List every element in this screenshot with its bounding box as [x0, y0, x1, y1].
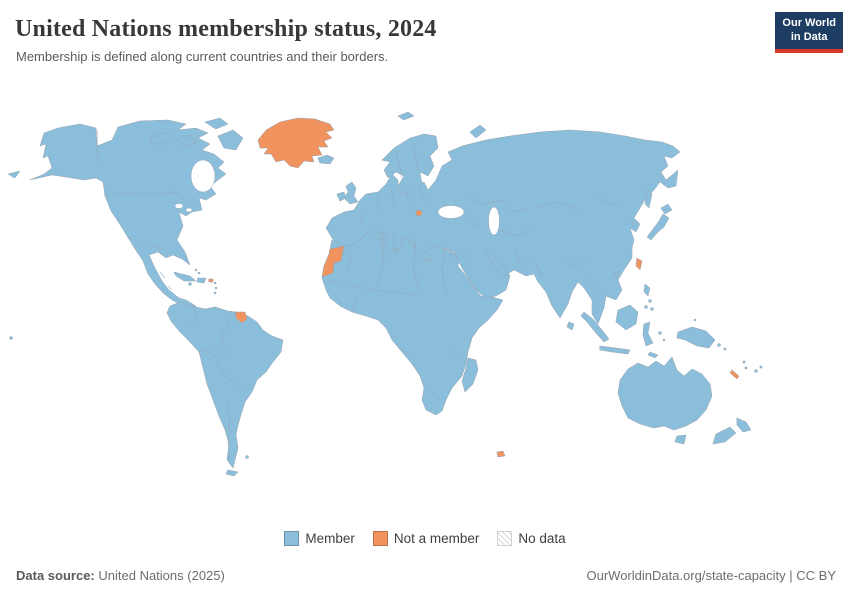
- region-kerguelen-islands[interactable]: [497, 451, 505, 457]
- region-new-zealand[interactable]: [713, 418, 751, 444]
- black-sea: [438, 206, 464, 219]
- region-indonesia[interactable]: [581, 305, 715, 358]
- region-scandinavia[interactable]: [382, 134, 438, 195]
- chart-footer: Data source: United Nations (2025) OurWo…: [0, 568, 850, 583]
- legend-swatch-member: [284, 531, 300, 546]
- region-new-caledonia[interactable]: [730, 370, 739, 379]
- map-legend: Member Not a member No data: [0, 531, 850, 546]
- region-pacific-islands[interactable]: [694, 319, 762, 373]
- footer-link[interactable]: OurWorldinData.org/state-capacity | CC B…: [586, 568, 836, 583]
- map-regions: [8, 112, 762, 476]
- legend-swatch-no-data: [497, 531, 513, 546]
- hudson-bay: [191, 160, 215, 192]
- region-mediterranean-islands[interactable]: [382, 236, 455, 261]
- great-lakes: [175, 204, 183, 209]
- region-puerto-rico[interactable]: [209, 279, 213, 282]
- page-title: United Nations membership status, 2024: [15, 16, 437, 42]
- region-australia[interactable]: [618, 357, 712, 444]
- region-caribbean[interactable]: [174, 269, 217, 294]
- region-kosovo[interactable]: [416, 210, 422, 216]
- data-source-value: United Nations (2025): [98, 568, 225, 583]
- data-source: Data source: United Nations (2025): [16, 568, 225, 583]
- world-map: [0, 100, 850, 530]
- owid-logo[interactable]: Our World in Data: [775, 12, 843, 53]
- page-subtitle: Membership is defined along current coun…: [16, 49, 389, 64]
- legend-label-no-data: No data: [518, 531, 566, 546]
- caspian-sea: [489, 207, 500, 235]
- region-french-guiana[interactable]: [236, 312, 247, 323]
- owid-logo-line2: in Data: [790, 30, 828, 43]
- region-western-sahara[interactable]: [322, 246, 344, 277]
- great-lakes: [186, 208, 192, 212]
- region-iceland[interactable]: [318, 155, 334, 164]
- region-madagascar[interactable]: [462, 358, 478, 392]
- data-source-label: Data source:: [16, 568, 95, 583]
- region-taiwan[interactable]: [636, 258, 642, 270]
- owid-logo-line1: Our World: [782, 17, 836, 29]
- region-arctic-russia-islands[interactable]: [398, 112, 486, 138]
- chart-header: United Nations membership status, 2024 M…: [0, 0, 850, 64]
- legend-item-not-member[interactable]: Not a member: [372, 531, 480, 546]
- region-eurasia[interactable]: [326, 130, 680, 324]
- region-greenland[interactable]: [258, 118, 334, 168]
- legend-item-no-data[interactable]: No data: [497, 531, 566, 546]
- region-philippines[interactable]: [644, 284, 654, 311]
- country-borders: [97, 130, 635, 460]
- region-british-isles[interactable]: [337, 182, 358, 204]
- legend-item-member[interactable]: Member: [284, 531, 355, 546]
- region-south-america[interactable]: [10, 302, 284, 476]
- legend-label-member: Member: [305, 531, 355, 546]
- legend-label-not-member: Not a member: [393, 531, 480, 546]
- region-sri-lanka[interactable]: [567, 322, 574, 330]
- region-north-america[interactable]: [8, 118, 243, 310]
- region-japan[interactable]: [647, 204, 672, 240]
- legend-swatch-not-member: [372, 531, 388, 546]
